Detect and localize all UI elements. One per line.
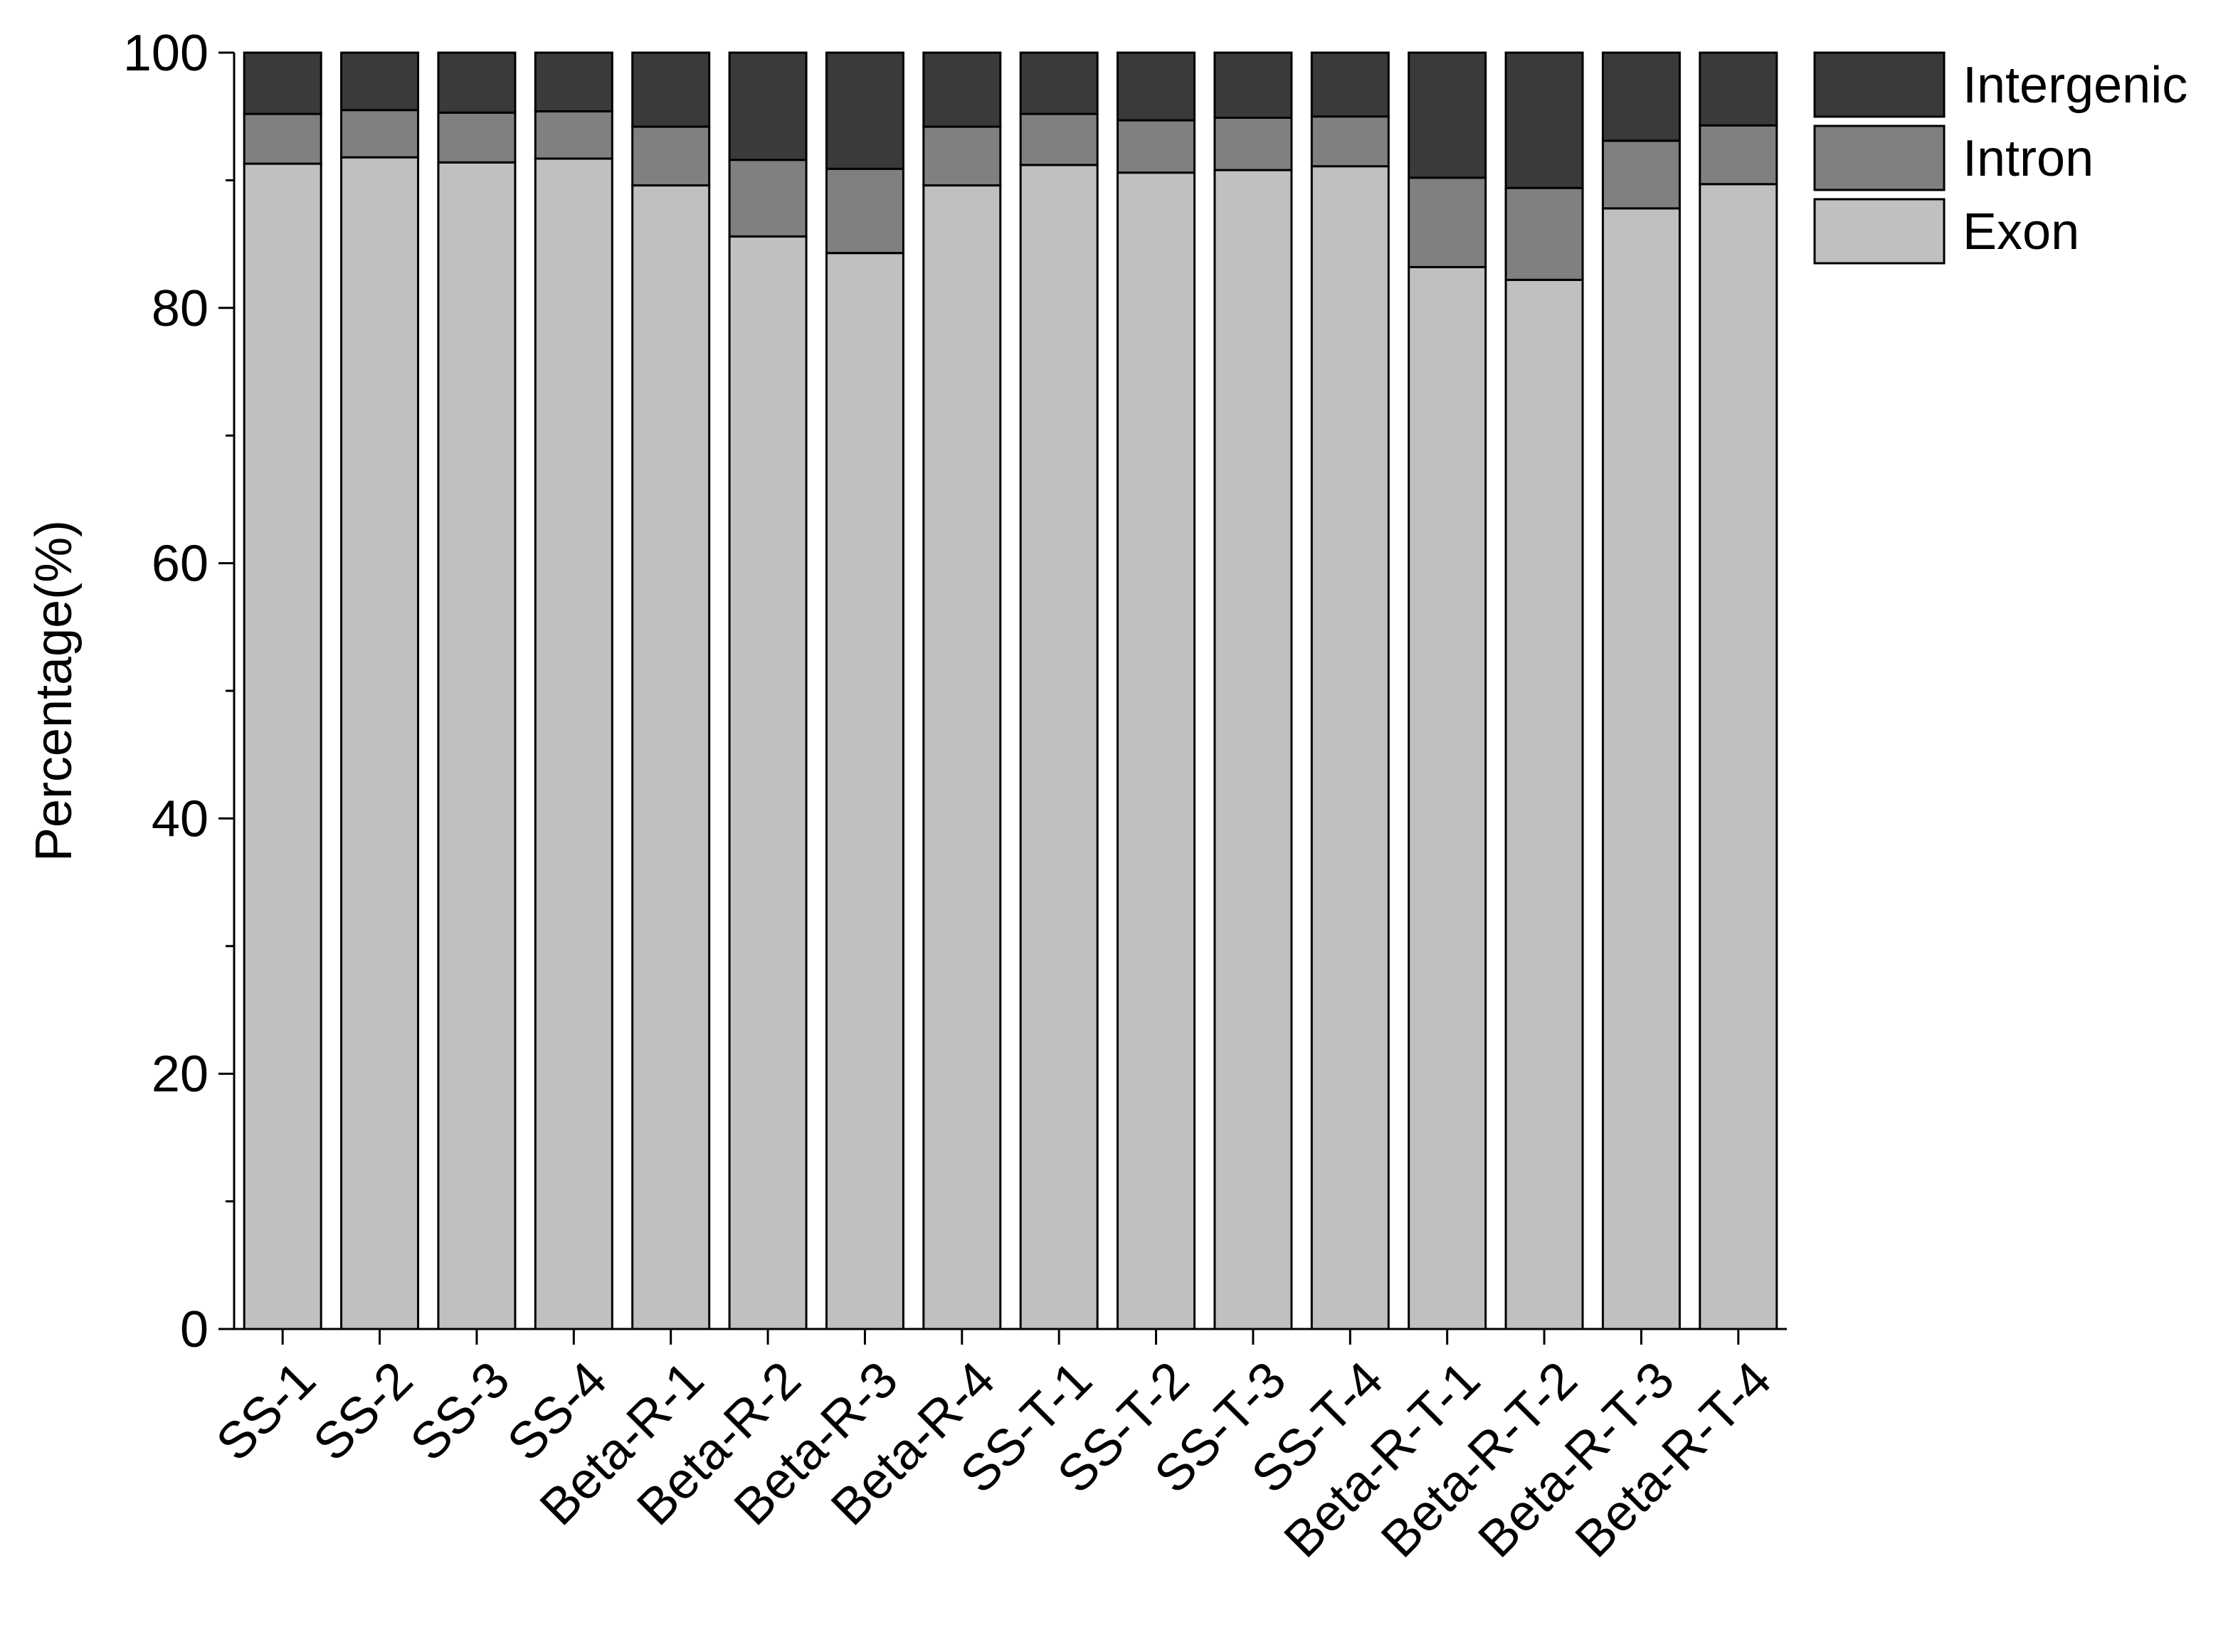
bar-segment xyxy=(1213,169,1293,1330)
bar-segment xyxy=(728,51,808,162)
bar-segment xyxy=(437,111,517,164)
bar-segment xyxy=(437,161,517,1330)
bar-segment xyxy=(1504,186,1584,281)
x-tick-label: SS-1 xyxy=(206,1351,327,1472)
bar-segment xyxy=(243,112,322,165)
bar-segment xyxy=(1699,183,1778,1330)
bar-segment xyxy=(922,51,1002,128)
bar-segment xyxy=(1019,112,1099,166)
bar-segment xyxy=(1019,164,1099,1330)
bar-segment xyxy=(1117,51,1196,122)
bar-segment xyxy=(1699,124,1778,186)
bar-segment xyxy=(340,51,420,112)
bar-segment xyxy=(728,235,808,1330)
legend-label: Intron xyxy=(1963,130,2094,187)
bar-segment xyxy=(631,51,711,128)
bar-segment xyxy=(243,51,322,115)
y-tick-label: 60 xyxy=(152,536,209,593)
bar-segment xyxy=(1699,51,1778,127)
bar-segment xyxy=(922,184,1002,1330)
bar-segment xyxy=(1019,51,1099,115)
legend-label: Intergenic xyxy=(1963,57,2187,114)
y-tick-label: 40 xyxy=(152,790,209,847)
bar-segment xyxy=(340,156,420,1330)
bar-segment xyxy=(340,109,420,159)
bar-segment xyxy=(1408,265,1487,1330)
bar-segment xyxy=(1504,278,1584,1330)
bar-segment xyxy=(631,184,711,1330)
bar-segment xyxy=(1601,207,1681,1330)
bar-segment xyxy=(534,51,613,113)
y-tick-label: 0 xyxy=(180,1301,209,1358)
y-axis-label: Percentage(%) xyxy=(26,520,83,862)
bar-segment xyxy=(1213,116,1293,171)
legend-label: Exon xyxy=(1963,203,2079,260)
bar-segment xyxy=(728,159,808,238)
legend-swatch xyxy=(1813,198,1946,265)
y-tick-label: 80 xyxy=(152,280,209,337)
bar-segment xyxy=(825,167,904,255)
bar-segment xyxy=(1117,171,1196,1330)
bar-segment xyxy=(1213,51,1293,119)
bar-segment xyxy=(1310,51,1390,118)
y-tick-label: 100 xyxy=(123,25,209,82)
bar-segment xyxy=(825,51,904,170)
bar-segment xyxy=(243,162,322,1330)
bar-segment xyxy=(1408,176,1487,268)
bar-segment xyxy=(437,51,517,114)
y-tick-label: 20 xyxy=(152,1046,209,1103)
bar-segment xyxy=(1408,51,1487,179)
legend-swatch xyxy=(1813,125,1946,191)
bar-segment xyxy=(1310,115,1390,168)
bar-segment xyxy=(1310,165,1390,1330)
x-tick-label: SS-3 xyxy=(400,1351,521,1472)
bar-segment xyxy=(825,252,904,1330)
legend-swatch xyxy=(1813,51,1946,118)
x-tick-label: SS-2 xyxy=(302,1351,423,1472)
bar-segment xyxy=(1117,119,1196,174)
bar-segment xyxy=(631,125,711,187)
bar-segment xyxy=(1601,139,1681,210)
bar-segment xyxy=(1504,51,1584,189)
bar-segment xyxy=(1601,51,1681,142)
bar-segment xyxy=(922,125,1002,187)
bar-segment xyxy=(534,110,613,160)
bar-segment xyxy=(534,157,613,1330)
